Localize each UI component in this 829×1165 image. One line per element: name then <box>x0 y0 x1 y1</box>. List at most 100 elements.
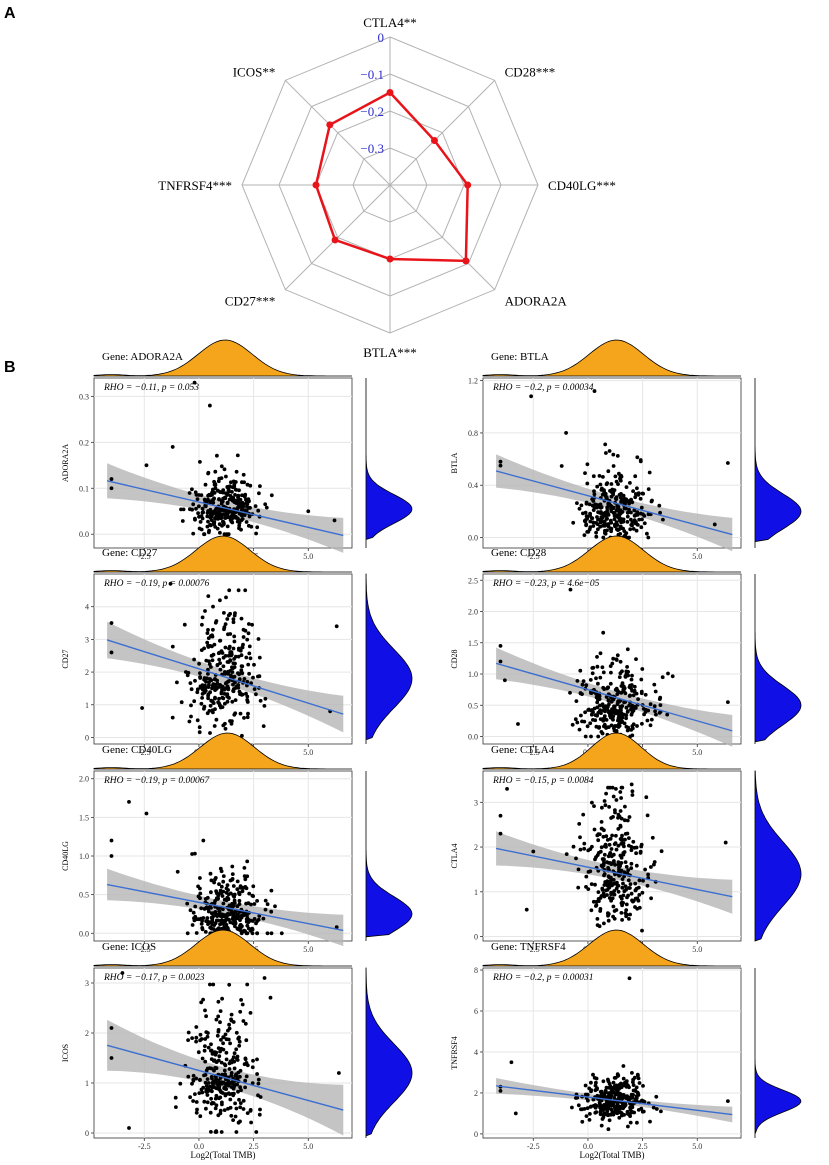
data-point <box>226 896 230 901</box>
data-point <box>584 885 588 889</box>
data-point <box>602 921 606 926</box>
data-point <box>654 712 658 717</box>
data-point <box>198 684 203 689</box>
data-point <box>573 717 578 722</box>
data-point <box>226 1106 230 1111</box>
data-point <box>628 1120 633 1125</box>
data-point <box>198 460 202 464</box>
data-point <box>269 888 274 893</box>
data-point <box>598 651 603 656</box>
data-point <box>180 519 185 523</box>
data-point <box>645 813 650 818</box>
y-tick-label: 2 <box>85 1029 89 1038</box>
data-point <box>230 1058 235 1062</box>
data-point <box>629 861 634 866</box>
data-point <box>725 1099 730 1104</box>
data-point <box>225 883 230 887</box>
data-point <box>592 804 596 808</box>
data-point <box>221 889 226 894</box>
data-point <box>221 519 225 524</box>
radar-chart: 0 −0.1 −0.2 −0.3 CTLA4** CD28*** CD40LG*** ADOR… <box>158 15 616 360</box>
data-point <box>594 534 599 539</box>
data-point <box>306 509 311 514</box>
radar-point <box>386 89 394 96</box>
data-point <box>196 894 201 899</box>
data-point <box>263 907 268 912</box>
data-point <box>601 891 606 896</box>
data-point <box>245 859 250 864</box>
data-point <box>199 906 204 911</box>
data-point <box>230 699 235 704</box>
data-point <box>109 1026 114 1030</box>
data-point <box>621 1094 626 1098</box>
data-point <box>224 886 229 891</box>
data-point <box>234 913 239 918</box>
data-point <box>622 721 627 726</box>
data-point <box>218 683 223 687</box>
data-point <box>249 1120 254 1125</box>
data-point <box>608 526 613 531</box>
data-point <box>193 914 198 919</box>
data-point <box>264 505 269 510</box>
data-point <box>234 1047 239 1052</box>
data-point <box>586 1098 590 1103</box>
data-point <box>629 845 634 849</box>
data-point <box>594 855 598 859</box>
data-point <box>596 838 601 843</box>
data-point <box>594 899 599 904</box>
data-point <box>657 711 662 715</box>
data-point <box>608 681 613 686</box>
x-axis-label: Log2(Total TMB) <box>580 1150 645 1160</box>
data-point <box>621 841 626 846</box>
data-point <box>609 699 614 704</box>
data-point <box>218 667 223 672</box>
data-point <box>592 389 597 393</box>
data-point <box>621 685 626 690</box>
data-point <box>256 508 261 513</box>
data-point <box>607 842 612 847</box>
y-tick-label: 0 <box>474 933 478 942</box>
data-point <box>220 1102 224 1107</box>
data-point <box>624 485 629 489</box>
radar-axis-label: TNFRSF4*** <box>158 178 232 193</box>
radar-point <box>326 121 334 129</box>
data-point <box>199 527 204 532</box>
rho-annotation: RHO = −0.2, p = 0.00031 <box>492 973 594 983</box>
data-point <box>578 847 583 852</box>
data-point <box>252 917 257 921</box>
panel-label-b: B <box>4 359 16 376</box>
data-point <box>580 719 584 724</box>
data-point <box>235 516 240 521</box>
data-point <box>254 692 258 697</box>
data-point <box>604 1085 609 1090</box>
data-point <box>621 1064 626 1068</box>
data-point <box>230 864 235 869</box>
data-point <box>600 826 604 831</box>
data-point <box>217 696 221 701</box>
data-point <box>627 703 631 708</box>
data-point <box>559 464 564 468</box>
rho-annotation: RHO = −0.19, p = 0.00067 <box>103 776 211 786</box>
data-point <box>600 702 605 707</box>
data-point <box>208 1110 213 1115</box>
data-point <box>591 1072 595 1077</box>
data-point <box>198 876 202 880</box>
data-point <box>611 709 615 713</box>
radar-axis-label: ICOS** <box>233 64 276 79</box>
data-point <box>246 901 251 906</box>
data-point <box>236 493 241 498</box>
data-point <box>204 1014 209 1019</box>
data-point <box>269 493 274 498</box>
data-point <box>220 996 225 1001</box>
data-point <box>236 1036 241 1041</box>
data-point <box>588 525 593 530</box>
data-point <box>334 925 339 929</box>
data-point <box>209 1075 214 1079</box>
data-point <box>589 1088 594 1092</box>
data-point <box>582 846 587 851</box>
data-point <box>619 838 624 842</box>
data-point <box>229 1071 234 1075</box>
data-point <box>624 506 628 511</box>
data-point <box>231 1092 236 1097</box>
data-point <box>237 1097 241 1102</box>
